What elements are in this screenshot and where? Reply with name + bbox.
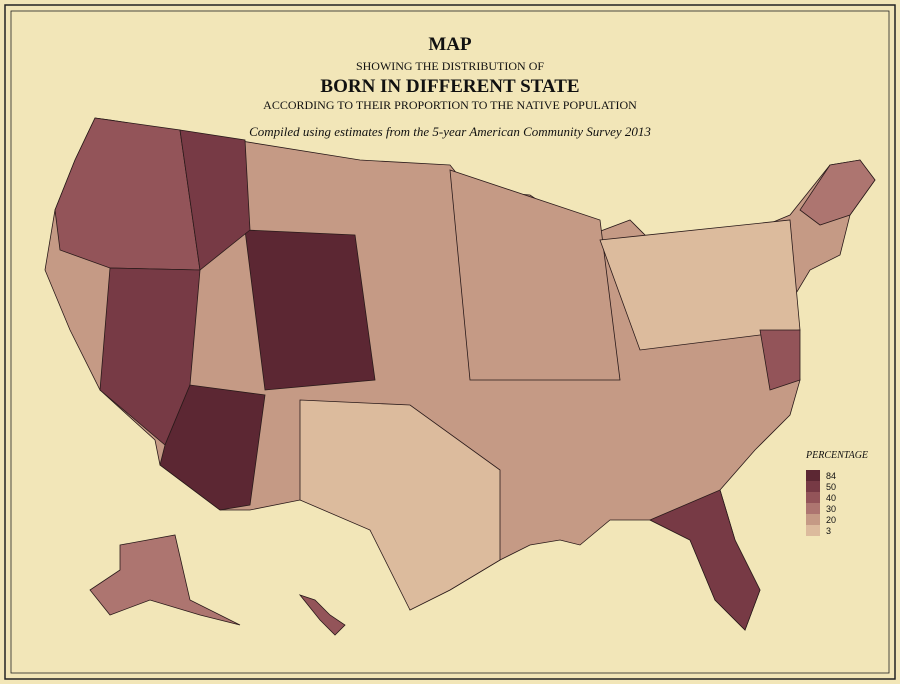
outer-border	[4, 4, 896, 680]
title: MAP	[428, 34, 472, 55]
legend-label: 30	[826, 504, 836, 514]
legend-label: 40	[826, 493, 836, 503]
alaska	[89, 534, 241, 626]
legend-swatch	[806, 503, 820, 514]
legend-swatch	[806, 514, 820, 525]
region-arizona	[159, 384, 266, 511]
legend-swatch	[806, 492, 820, 503]
title-line-3: BORN IN DIFFERENT STATE	[320, 76, 579, 97]
map-shapes	[44, 117, 876, 636]
region-mountain	[244, 229, 376, 391]
legend-swatch	[806, 525, 820, 536]
subtitle: Compiled using estimates from the 5-year…	[249, 124, 651, 139]
legend-label: 50	[826, 482, 836, 492]
legend-label: 3	[826, 526, 831, 536]
region-mid-atlantic	[759, 329, 801, 391]
legend-swatch	[806, 481, 820, 492]
legend-title: PERCENTAGE	[805, 450, 868, 461]
region-texas	[299, 399, 501, 611]
region-new-england	[799, 159, 876, 226]
title-line-2: SHOWING THE DISTRIBUTION OF	[356, 59, 544, 73]
legend-label: 20	[826, 515, 836, 525]
legend-swatch	[806, 470, 820, 481]
region-midwest	[449, 169, 621, 381]
inner-border	[10, 10, 890, 674]
region-florida	[649, 489, 761, 631]
region-idaho-montana	[179, 129, 251, 271]
title-line-4: ACCORDING TO THEIR PROPORTION TO THE NAT…	[263, 98, 637, 112]
legend-label: 84	[826, 471, 836, 481]
hawaii	[298, 594, 346, 636]
